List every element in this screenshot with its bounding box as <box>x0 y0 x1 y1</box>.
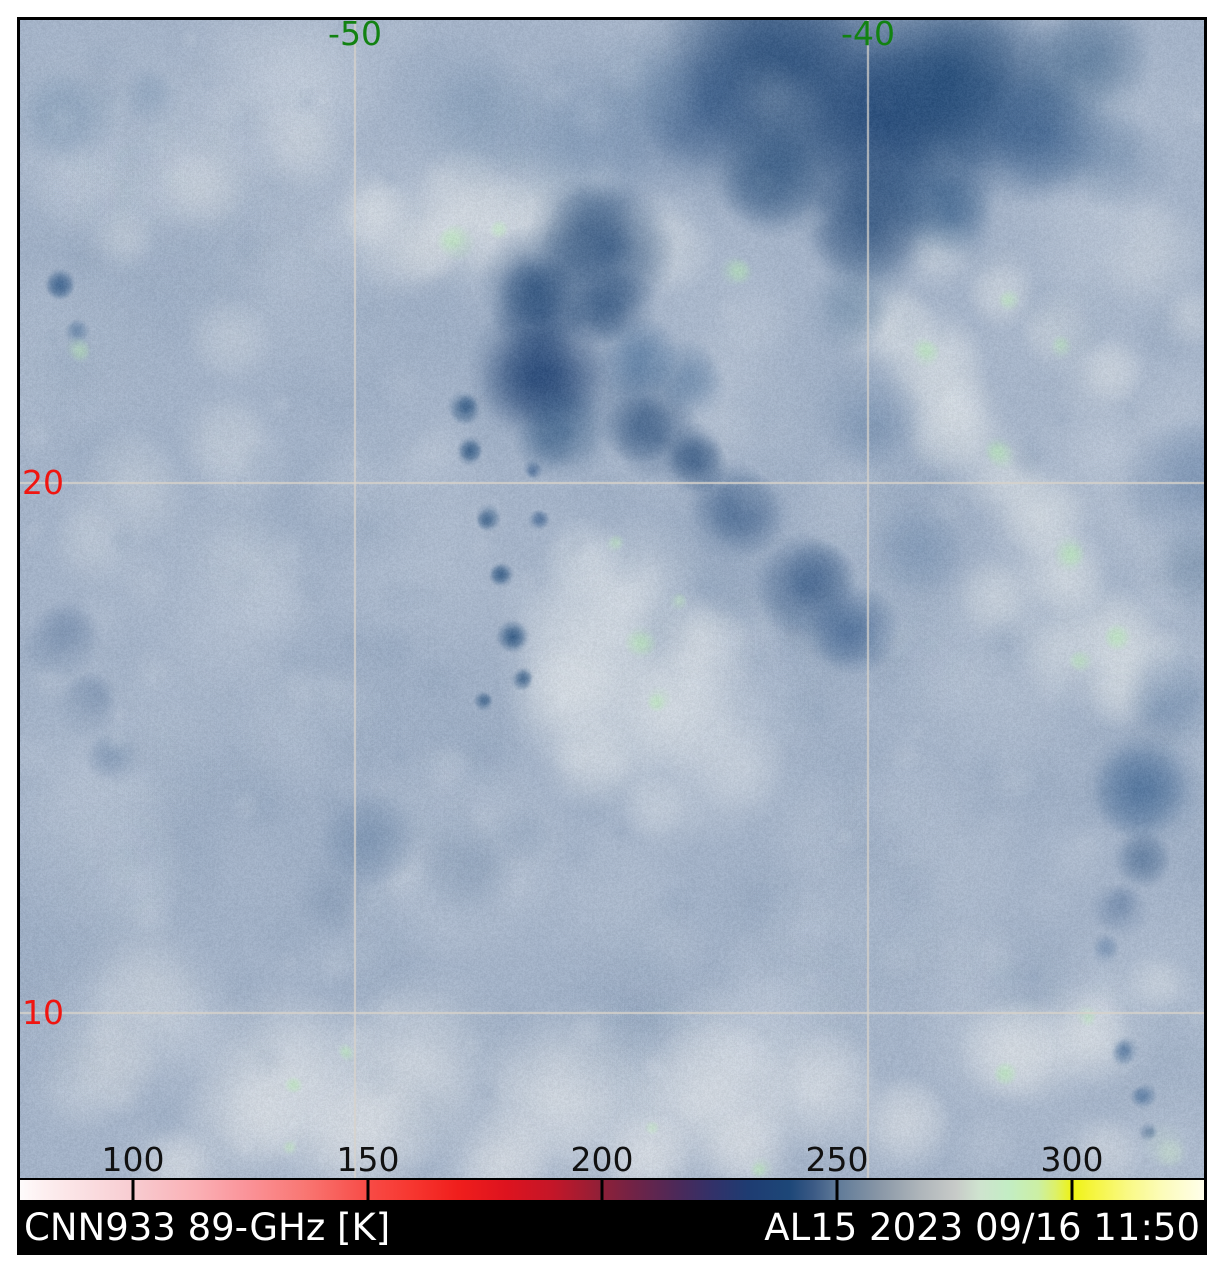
satellite-image-canvas <box>20 20 1204 1178</box>
latitude-label-10: 10 <box>22 992 64 1032</box>
colorbar-tick-mark <box>131 1180 135 1200</box>
caption-bar: CNN933 89-GHz [K] AL15 2023 09/16 11:50 <box>20 1202 1204 1252</box>
colorbar-tick-label-250: 250 <box>805 1140 869 1178</box>
storm-datetime-label: AL15 2023 09/16 11:50 <box>764 1205 1200 1249</box>
colorbar <box>20 1178 1204 1202</box>
colorbar-tick-label-150: 150 <box>336 1140 400 1178</box>
latitude-label-20: 20 <box>22 462 64 502</box>
colorbar-tick-label-300: 300 <box>1040 1140 1104 1178</box>
colorbar-tick-mark <box>600 1180 604 1200</box>
longitude-label-neg40: -40 <box>841 20 895 53</box>
product-title: CNN933 89-GHz [K] <box>24 1205 391 1249</box>
colorbar-tick-label-100: 100 <box>101 1140 165 1178</box>
colorbar-tick-mark <box>366 1180 370 1200</box>
colorbar-tick-label-200: 200 <box>570 1140 634 1178</box>
figure-frame: -50 -40 20 10 100 150 200 250 300 CNN933… <box>17 17 1207 1255</box>
colorbar-tick-mark <box>1070 1180 1074 1200</box>
longitude-label-neg50: -50 <box>328 20 382 53</box>
satellite-image-area: -50 -40 20 10 100 150 200 250 300 <box>20 20 1204 1178</box>
colorbar-tick-mark <box>835 1180 839 1200</box>
